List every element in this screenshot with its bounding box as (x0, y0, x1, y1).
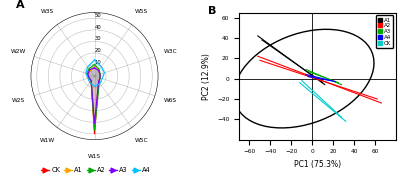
Text: A: A (16, 0, 24, 10)
Legend: A1, A2, A3, A4, CK: A1, A2, A3, A4, CK (376, 15, 393, 48)
Polygon shape (88, 67, 100, 134)
Polygon shape (88, 68, 100, 124)
Polygon shape (86, 60, 104, 86)
Text: B: B (208, 6, 216, 16)
Polygon shape (88, 67, 100, 127)
Polygon shape (87, 64, 100, 130)
X-axis label: PC1 (75.3%): PC1 (75.3%) (294, 160, 341, 169)
Legend: CK, A1, A2, A3, A4: CK, A1, A2, A3, A4 (38, 164, 154, 176)
Y-axis label: PC2 (12.9%): PC2 (12.9%) (202, 53, 211, 100)
